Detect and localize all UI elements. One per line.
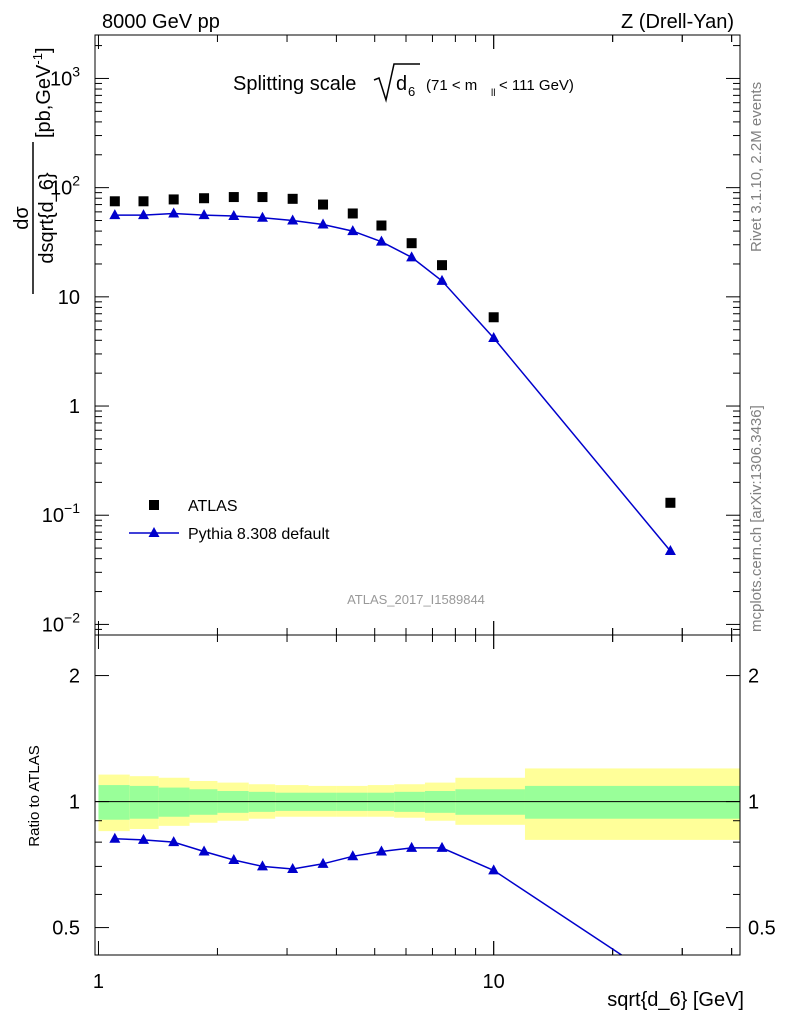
ratio-series-clipped xyxy=(109,832,623,955)
uncertainty-band-inner xyxy=(129,785,159,819)
mc-point xyxy=(287,214,299,225)
mc-point xyxy=(228,209,240,220)
data-point xyxy=(437,260,448,271)
uncertainty-band-inner xyxy=(524,785,740,819)
ratio-mc-point xyxy=(488,864,500,875)
mc-point xyxy=(317,218,329,229)
ratio-frame xyxy=(94,634,741,956)
x-tick-label: 1 xyxy=(93,971,104,993)
data-point xyxy=(199,193,210,204)
rivet-label: Rivet 3.1.10, 2.2M events xyxy=(748,82,765,252)
ratio-mc-point xyxy=(406,841,418,852)
ratio-y-tick-label-left: 2 xyxy=(69,666,80,688)
data-point xyxy=(109,196,120,207)
header-right: Z (Drell-Yan) xyxy=(621,11,734,33)
ratio-mc-point xyxy=(287,863,299,874)
ratio-y-tick-label-right: 2 xyxy=(748,666,759,688)
uncertainty-band-inner xyxy=(98,785,130,820)
mc-point xyxy=(198,209,210,220)
title-range-post: < 111 GeV) xyxy=(499,77,574,94)
data-point xyxy=(287,193,298,204)
legend-mc-marker xyxy=(148,527,160,537)
data-point xyxy=(406,238,417,249)
y-tick-label: 10−2 xyxy=(42,609,80,636)
data-point xyxy=(665,497,676,508)
data-point xyxy=(257,192,268,203)
mc-point xyxy=(664,545,676,556)
data-point xyxy=(228,192,239,203)
mc-point xyxy=(406,251,418,262)
title-range-sub: ll xyxy=(491,88,495,99)
x-tick-label: 10 xyxy=(483,971,505,993)
ratio-bands xyxy=(95,768,740,840)
data-point xyxy=(168,194,179,205)
legend: ATLAS Pythia 8.308 default xyxy=(129,498,330,543)
data-point xyxy=(488,312,499,323)
data-point xyxy=(376,220,387,231)
plot-title: Splitting scale d 6 (71 < m ll < 111 GeV… xyxy=(233,63,574,103)
data-point xyxy=(347,208,358,219)
ratio-y-tick-label-left: 1 xyxy=(69,792,80,814)
main-frame xyxy=(94,34,741,636)
mc-point xyxy=(168,207,180,218)
xlabel: sqrt{d_6} [GeV] xyxy=(607,989,744,1011)
legend-data-marker xyxy=(149,500,159,510)
legend-mc-label: Pythia 8.308 default xyxy=(188,526,330,543)
sqrt-symbol xyxy=(373,63,420,103)
title-main: Splitting scale xyxy=(233,73,356,95)
ratio-y-tick-label-right: 0.5 xyxy=(748,918,776,940)
y-tick-label: 1 xyxy=(69,396,80,418)
ylabel-unit: [pb,GeV-1] xyxy=(30,47,55,138)
y-tick-label: 102 xyxy=(50,173,80,200)
ratio-y-tick-label-right: 1 xyxy=(748,792,759,814)
y-tick-label: 103 xyxy=(50,63,80,90)
y-tick-label: 10−1 xyxy=(42,500,80,527)
header-left: 8000 GeV pp xyxy=(102,11,220,33)
ratio-mc-point xyxy=(228,854,240,865)
ratio-mc-point xyxy=(317,857,329,868)
mc-point xyxy=(488,331,500,342)
legend-data-label: ATLAS xyxy=(188,498,238,515)
main-ylabel: dσ dsqrt{d_6} [pb,GeV-1] xyxy=(11,47,58,294)
ratio-mc-curve xyxy=(114,838,623,955)
ratio-mc-point xyxy=(109,832,121,843)
ratio-mc-point xyxy=(347,850,359,861)
ratio-mc-point xyxy=(168,836,180,847)
uncertainty-band-inner xyxy=(158,787,190,817)
ratio-mc-point xyxy=(256,860,268,871)
ratio-mc-point xyxy=(198,845,210,856)
mc-point xyxy=(137,209,149,220)
mc-point xyxy=(375,235,387,246)
title-sqrt-d: d xyxy=(396,73,407,95)
ratio-mc-point xyxy=(137,833,149,844)
data-point xyxy=(318,199,329,210)
ratio-mc-point xyxy=(375,845,387,856)
mc-point xyxy=(347,225,359,236)
ratio-panel-axes: 1 10 2 2 1 1 0.5 0.5 xyxy=(52,635,776,993)
main-panel-series xyxy=(109,192,676,556)
mc-point xyxy=(256,211,268,222)
mcplots-label: mcplots.cern.ch [arXiv:1306.3436] xyxy=(748,405,765,632)
ratio-panel-series xyxy=(109,832,623,955)
y-tick-label: 10 xyxy=(58,287,80,309)
title-sqrt-sub: 6 xyxy=(408,84,415,99)
mc-point xyxy=(436,274,448,285)
watermark: ATLAS_2017_I1589844 xyxy=(347,592,485,607)
ratio-y-tick-label-left: 0.5 xyxy=(52,918,80,940)
data-point xyxy=(138,196,149,207)
ylabel-den: dsqrt{d_6} xyxy=(36,172,58,264)
mc-point xyxy=(109,209,121,220)
ylabel-num: dσ xyxy=(11,206,33,230)
ratio-mc-point xyxy=(436,841,448,852)
mc-curve xyxy=(114,212,671,552)
ratio-ylabel: Ratio to ATLAS xyxy=(26,745,43,846)
title-range-pre: (71 < m xyxy=(426,77,477,94)
